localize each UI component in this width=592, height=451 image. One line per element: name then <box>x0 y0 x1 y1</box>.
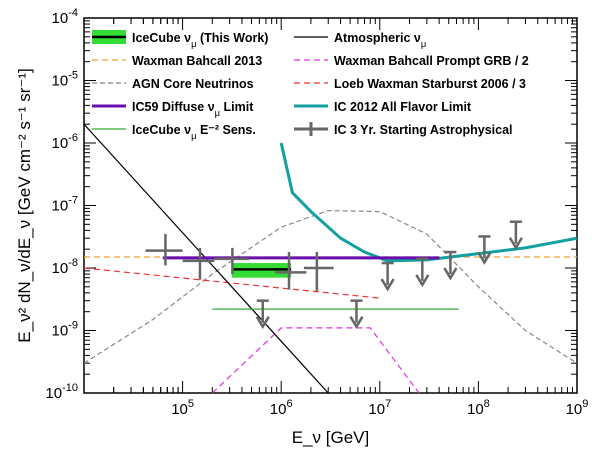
x-tick-exp: 7 <box>385 398 391 410</box>
x-tick-exp: 6 <box>286 398 292 410</box>
y-tick-exp: -10 <box>62 382 78 394</box>
upper-limit-arrow-head <box>443 267 458 281</box>
x-tick-base: 10 <box>368 401 385 418</box>
y-tick-label: 10-8 <box>52 257 78 277</box>
x-tick-label: 105 <box>171 398 194 418</box>
y-tick-exp: -8 <box>68 257 78 269</box>
y-tick-label: 10-5 <box>52 70 78 90</box>
x-tick-label: 107 <box>368 398 391 418</box>
x-tick-label: 108 <box>467 398 490 418</box>
y-tick-base: 10 <box>52 323 69 340</box>
x-tick-base: 10 <box>171 401 188 418</box>
x-tick-base: 10 <box>270 401 287 418</box>
upper-limit-arrow-head <box>380 278 395 292</box>
y-tick-base: 10 <box>52 135 69 152</box>
y-tick-exp: -7 <box>68 195 78 207</box>
y-tick-exp: -6 <box>68 132 78 144</box>
x-tick-base: 10 <box>467 401 484 418</box>
x-tick-label: 109 <box>566 398 589 418</box>
y-tick-label: 10-4 <box>52 7 78 27</box>
legend-label: Atmospheric νμ <box>334 31 426 49</box>
y-tick-base: 10 <box>52 10 69 27</box>
y-tick-label: 10-9 <box>52 320 78 340</box>
legend-label: Waxman Bahcall Prompt GRB / 2 <box>334 54 529 68</box>
legend-label: Loeb Waxman Starburst 2006 / 3 <box>334 77 526 91</box>
legend-label: Waxman Bahcall 2013 <box>132 54 262 68</box>
x-tick-exp: 5 <box>188 398 194 410</box>
upper-limit-arrow-head <box>255 316 270 330</box>
plot-frame <box>83 17 578 394</box>
x-tick-label: 106 <box>270 398 293 418</box>
y-tick-base: 10 <box>45 385 62 402</box>
legend-label: IC 2012 All Flavor Limit <box>334 100 472 114</box>
x-tick-exp: 9 <box>582 398 588 410</box>
upper-limit-arrow-head <box>415 274 430 288</box>
y-tick-label: 10-7 <box>52 195 78 215</box>
legend: IceCube νμ (This Work) Waxman Bahcall 201… <box>92 30 529 141</box>
y-axis-title: E_ν² dN_ν/dE_ν [GeV cm⁻² s⁻¹ sr⁻¹] <box>15 68 34 342</box>
data-layer <box>84 123 577 393</box>
upper-limit-arrow-head <box>477 251 492 265</box>
y-tick-base: 10 <box>52 260 69 277</box>
y-tick-exp: -4 <box>68 7 78 19</box>
y-tick-label: 10-10 <box>45 382 78 402</box>
y-tick-base: 10 <box>52 73 69 90</box>
series-line-6 <box>211 327 420 393</box>
y-tick-label: 10-6 <box>52 132 78 152</box>
y-tick-base: 10 <box>52 198 69 215</box>
x-tick-exp: 8 <box>484 398 490 410</box>
legend-label: AGN Core Neutrinos <box>132 77 254 91</box>
legend-label: IceCube νμ (This Work) <box>132 31 268 49</box>
y-tick-exp: -9 <box>68 320 78 332</box>
y-tick-exp: -5 <box>68 70 78 82</box>
legend-label: IC59 Diffuse νμ Limit <box>132 100 254 118</box>
legend-label: IC 3 Yr. Starting Astrophysical <box>334 123 513 137</box>
legend-label: IceCube νμ E⁻² Sens. <box>132 123 256 141</box>
axis-layer: 105 106 107 108 10910-1010-910-810-710-610-5… <box>15 7 588 447</box>
series-line-2 <box>84 209 577 364</box>
upper-limit-arrow-head <box>349 316 364 330</box>
upper-limit-arrow-head <box>508 237 523 251</box>
x-axis-title: E_ν [GeV] <box>292 428 369 447</box>
x-tick-base: 10 <box>566 401 583 418</box>
